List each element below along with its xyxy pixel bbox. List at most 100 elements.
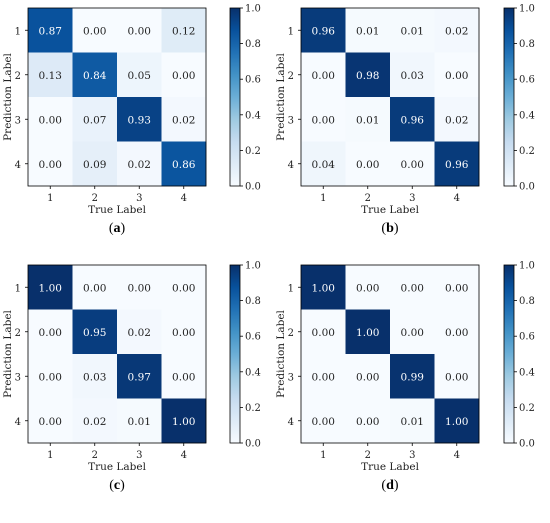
colorbar-tick-label: 0.6 — [245, 75, 261, 86]
heatmap-cell — [345, 8, 391, 53]
cell-value-label: 1.00 — [356, 327, 379, 339]
y-axis-title: Prediction Label — [275, 309, 287, 397]
heatmap-cell — [72, 8, 118, 53]
heatmap-cell — [345, 309, 391, 355]
heatmap-cell — [117, 8, 162, 53]
heatmap-cell — [345, 52, 391, 98]
heatmap-cell — [434, 265, 480, 310]
heatmap-frame — [300, 264, 480, 444]
cell-value-label: 0.01 — [356, 114, 379, 126]
heatmap-cell — [434, 97, 480, 142]
heatmap-cell — [28, 8, 73, 53]
heatmap-cell — [301, 398, 346, 444]
x-tick-label: 4 — [181, 450, 187, 461]
y-tick-label: 3 — [288, 115, 294, 126]
cell-value-label: 0.98 — [356, 70, 379, 82]
heatmap-cell — [301, 52, 346, 98]
cell-value-label: 0.05 — [128, 70, 151, 82]
cell-value-label: 0.00 — [312, 70, 335, 82]
colorbar-tick-label: 0.4 — [245, 367, 261, 378]
cell-value-label: 0.02 — [445, 25, 468, 37]
colorbar — [503, 264, 515, 444]
y-tick-label: 2 — [15, 71, 21, 82]
x-tick-label: 2 — [365, 450, 371, 461]
heatmap-cell — [72, 354, 118, 399]
cell-value-label: 0.00 — [356, 282, 379, 294]
y-axis-title: Prediction Label — [275, 52, 287, 140]
cell-value-label: 0.01 — [356, 25, 379, 37]
colorbar — [229, 7, 241, 187]
heatmap-cell — [390, 52, 435, 98]
colorbar-tick-label: 0.8 — [245, 39, 261, 50]
x-axis-title: True Label — [361, 204, 420, 216]
x-tick-label: 3 — [136, 450, 142, 461]
x-axis-title: True Label — [88, 461, 147, 473]
heatmap-cell — [390, 97, 435, 142]
heatmap-cell — [390, 398, 435, 444]
x-tick-label: 4 — [181, 193, 187, 204]
heatmap-cell — [117, 141, 162, 187]
panel-c: 1.00 0.00 0.00 0.000.00 0.95 0.02 0.000.00 0.03… — [2, 261, 261, 494]
x-tick-label: 1 — [320, 193, 326, 204]
y-tick-label: 3 — [288, 372, 294, 383]
panel-label: (d) — [381, 478, 398, 493]
heatmap-cell — [161, 97, 207, 142]
heatmap-cell — [345, 354, 391, 399]
y-tick-label: 4 — [15, 160, 21, 171]
heatmap-cell — [301, 309, 346, 355]
cell-value-label: 0.00 — [401, 282, 424, 294]
colorbar-tick-label: 0.4 — [519, 110, 535, 121]
y-tick-label: 1 — [288, 26, 294, 37]
heatmap-cell — [72, 309, 118, 355]
heatmap-cell — [161, 52, 207, 98]
colorbar-tick-label: 0.0 — [245, 182, 261, 193]
heatmap-cell — [390, 354, 435, 399]
heatmap-cell — [72, 141, 118, 187]
cell-value-label: 0.00 — [128, 282, 151, 294]
cell-value-label: 0.00 — [172, 371, 195, 383]
cell-value-label: 0.02 — [128, 159, 151, 171]
heatmap-cell — [345, 265, 391, 310]
colorbar-tick-label: 0.0 — [519, 182, 535, 193]
heatmap-cell — [28, 354, 73, 399]
panel-b: 0.96 0.01 0.01 0.020.00 0.98 0.03 0.000.00 0.01… — [275, 4, 535, 237]
cell-value-label: 0.95 — [83, 327, 106, 339]
heatmap-cell — [390, 8, 435, 53]
heatmap-cell — [390, 141, 435, 187]
y-tick-label: 4 — [288, 160, 294, 171]
y-tick-label: 1 — [288, 283, 294, 294]
y-tick-label: 3 — [15, 115, 21, 126]
y-tick-label: 2 — [15, 328, 21, 339]
x-axis-title: True Label — [361, 461, 420, 473]
x-tick-label: 1 — [47, 450, 53, 461]
cell-value-label: 1.00 — [39, 282, 62, 294]
heatmap-cell — [434, 354, 480, 399]
colorbar-tick-label: 1.0 — [519, 261, 535, 272]
cell-value-label: 0.03 — [401, 70, 424, 82]
x-tick-label: 4 — [454, 193, 460, 204]
colorbar-tick-label: 0.4 — [245, 110, 261, 121]
colorbar-tick-label: 1.0 — [245, 4, 261, 15]
heatmap-cell — [434, 398, 480, 444]
cell-value-label: 0.02 — [172, 114, 195, 126]
cell-value-label: 0.86 — [172, 159, 196, 171]
y-axis-title: Prediction Label — [2, 52, 14, 140]
heatmap-cell — [117, 97, 162, 142]
cell-value-label: 0.93 — [128, 114, 151, 126]
cell-value-label: 0.04 — [312, 159, 336, 171]
cell-value-label: 0.00 — [128, 25, 151, 37]
colorbar — [503, 7, 515, 187]
heatmap-cell — [28, 52, 73, 98]
y-tick-label: 4 — [288, 417, 294, 428]
cell-value-label: 0.13 — [39, 70, 62, 82]
cell-value-label: 0.00 — [172, 282, 195, 294]
y-axis-title: Prediction Label — [2, 309, 14, 397]
heatmap-cell — [28, 309, 73, 355]
heatmap-cell — [390, 265, 435, 310]
cell-value-label: 0.01 — [128, 416, 151, 428]
heatmap-cell — [301, 97, 346, 142]
y-tick-label: 2 — [288, 71, 294, 82]
colorbar-tick-label: 1.0 — [519, 4, 535, 15]
cell-value-label: 1.00 — [312, 282, 335, 294]
cell-value-label: 0.02 — [128, 327, 151, 339]
